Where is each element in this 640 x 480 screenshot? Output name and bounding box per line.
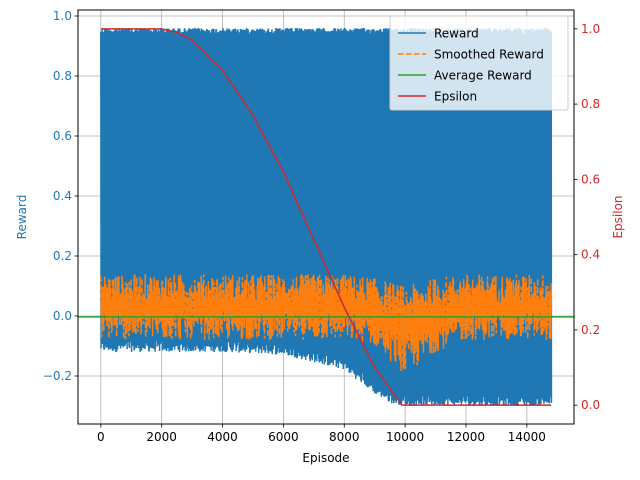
y-left-tick-label-2: 0.2 (53, 249, 72, 263)
y-right-tick-label-2: 0.4 (581, 248, 600, 262)
plot-frame (77, 9, 575, 425)
series-reward-line (100, 28, 553, 406)
x-tick-label-2: 4000 (207, 430, 238, 444)
series-smoothed-reward-line (100, 274, 553, 371)
legend-label-epsilon: Epsilon (434, 90, 477, 104)
y-right-tick-label-1: 0.2 (581, 323, 600, 337)
legend: Reward Smoothed Reward Average Reward Ep… (389, 15, 569, 111)
y-axis-right: 0.0 0.2 0.4 0.6 0.8 1.0 (574, 22, 600, 412)
x-tick-label-4: 8000 (329, 430, 360, 444)
x-tick-label-1: 2000 (146, 430, 177, 444)
y-left-tick-label-3: 0.4 (53, 189, 72, 203)
x-tick-label-0: 0 (97, 430, 105, 444)
y-left-tick-label-5: 0.8 (53, 69, 72, 83)
y-left-tick-label-0: −0.2 (43, 369, 72, 383)
y-left-tick-label-4: 0.6 (53, 129, 72, 143)
x-tick-label-7: 14000 (508, 430, 546, 444)
y-left-tick-label-6: 1.0 (53, 9, 72, 23)
y-axis-left-label: Reward (15, 195, 29, 240)
y-left-tick-label-1: 0.0 (53, 309, 72, 323)
y-axis-right-label: Epsilon (611, 195, 625, 238)
y-axis-left: −0.2 0.0 0.2 0.4 0.6 0.8 1.0 (43, 9, 78, 383)
y-right-tick-label-0: 0.0 (581, 398, 600, 412)
plot-area (78, 28, 574, 406)
x-tick-label-5: 10000 (386, 430, 424, 444)
y-right-tick-label-4: 0.8 (581, 97, 600, 111)
series-epsilon-line (100, 28, 552, 406)
x-tick-label-6: 12000 (447, 430, 485, 444)
legend-label-reward: Reward (434, 27, 479, 41)
x-axis: 0 2000 4000 6000 8000 10000 12000 14000 (97, 424, 546, 444)
y-right-tick-label-3: 0.6 (581, 172, 600, 186)
legend-label-smoothed-reward: Smoothed Reward (434, 48, 544, 62)
x-axis-label: Episode (302, 451, 349, 465)
legend-box (389, 15, 569, 111)
legend-label-average-reward: Average Reward (434, 69, 532, 83)
y-right-tick-label-5: 1.0 (581, 22, 600, 36)
x-tick-label-3: 6000 (268, 430, 299, 444)
